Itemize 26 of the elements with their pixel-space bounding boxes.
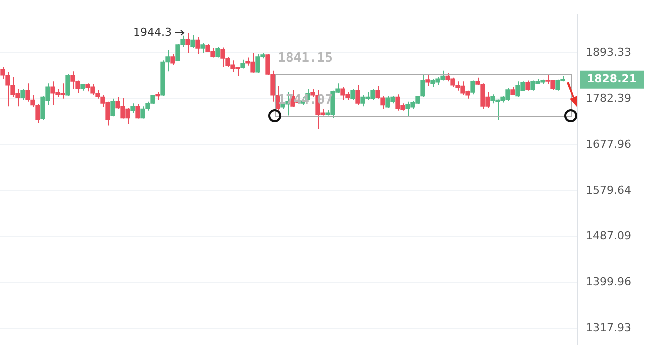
ref-line-label: 1841.15 bbox=[278, 50, 333, 66]
candlestick bbox=[170, 54, 176, 66]
y-tick-label: 1487.09 bbox=[586, 230, 632, 243]
candlestick bbox=[130, 103, 136, 114]
candlestick bbox=[186, 32, 190, 54]
y-tick-label: 1893.33 bbox=[586, 46, 632, 60]
candlestick bbox=[350, 88, 356, 101]
y-tick-label: 1579.64 bbox=[586, 184, 632, 197]
candlestick bbox=[200, 42, 206, 54]
candlestick bbox=[216, 46, 220, 58]
candlestick bbox=[136, 104, 140, 120]
y-tick-label: 1677.96 bbox=[586, 138, 632, 151]
text: 1828.21 bbox=[586, 72, 638, 86]
candlestick bbox=[20, 88, 26, 101]
y-tick-label: 1317.93 bbox=[586, 322, 632, 335]
candlestick bbox=[426, 74, 430, 87]
candlestick bbox=[110, 98, 116, 118]
candlestick bbox=[66, 74, 70, 97]
y-tick-label: 1782.39 bbox=[586, 92, 632, 106]
candlestick bbox=[526, 80, 530, 92]
candlestick bbox=[190, 34, 196, 50]
y-tick-label: 1399.96 bbox=[586, 276, 632, 289]
candlestick bbox=[470, 80, 476, 96]
annotation: 1944.3 bbox=[134, 26, 172, 39]
candlestick bbox=[356, 84, 360, 106]
candlestick bbox=[196, 36, 200, 55]
